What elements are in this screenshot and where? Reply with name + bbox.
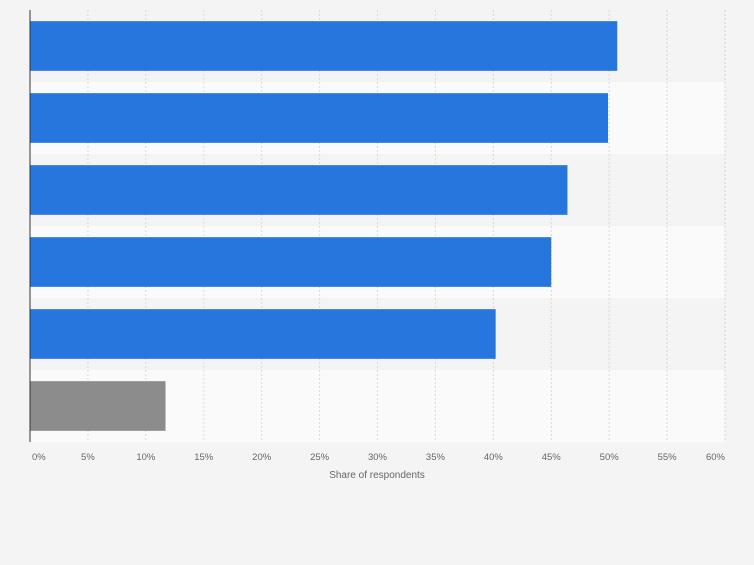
x-tick-label: 40% [484, 452, 504, 463]
x-tick-label: 55% [658, 452, 678, 463]
x-tick-labels: 0% 5% 10% 15% 20% 25% 30% 35% 40% 45% 50% 55% 60% [32, 452, 726, 463]
x-tick-label: 60% [706, 452, 726, 463]
x-tick-label: 25% [310, 452, 330, 463]
bar[interactable] [30, 93, 609, 143]
x-tick-label: 5% [81, 452, 95, 463]
x-tick-label: 50% [600, 452, 620, 463]
bar[interactable] [30, 165, 568, 215]
x-tick-label: 0% [32, 452, 46, 463]
x-tick-label: 35% [426, 452, 446, 463]
bars [30, 21, 618, 431]
bar[interactable] [30, 381, 166, 431]
bar[interactable] [30, 309, 496, 359]
bar[interactable] [30, 21, 618, 71]
x-tick-label: 20% [252, 452, 272, 463]
bar[interactable] [30, 237, 552, 287]
gridlines [87, 10, 726, 442]
x-tick-label: 10% [136, 452, 156, 463]
x-axis-label: Share of respondents [329, 470, 425, 481]
x-tick-label: 45% [542, 452, 562, 463]
x-tick-label: 15% [194, 452, 214, 463]
x-tick-label: 30% [368, 452, 388, 463]
